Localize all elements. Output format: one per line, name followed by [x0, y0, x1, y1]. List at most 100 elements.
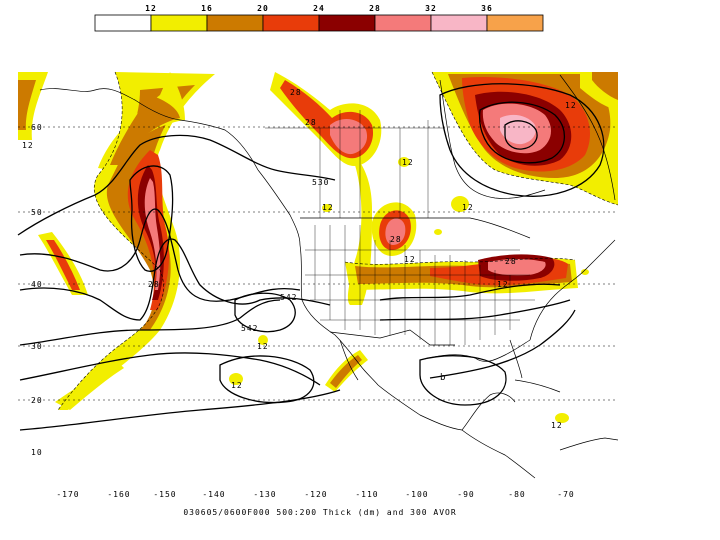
- contour-subtropical-2: [19, 352, 321, 386]
- longitude-label: -120: [304, 490, 327, 499]
- contour-label: 12: [322, 203, 334, 212]
- longitude-label: -150: [153, 490, 176, 499]
- dash-pacific-trough: [57, 71, 164, 411]
- shade-west-red: [46, 240, 80, 290]
- shade-prairie-pink: [385, 218, 406, 245]
- longitude-label: -70: [557, 490, 574, 499]
- latitude-label: 50: [31, 208, 43, 217]
- longitude-label: -90: [457, 490, 474, 499]
- contour-central-loop: [234, 292, 296, 333]
- shade-dashed-edges: [57, 71, 619, 411]
- colorbar-tick-label: 20: [257, 4, 269, 13]
- contour-label: 28: [390, 235, 402, 244]
- contour-label: 542: [241, 324, 258, 333]
- admin-borders: [265, 110, 535, 345]
- thickness-contours: [17, 83, 605, 431]
- border-canada-us: [300, 217, 531, 239]
- shade-blob-alberta: [322, 204, 332, 212]
- contour-east-1: [379, 283, 561, 301]
- shade-yukon-pink: [330, 118, 368, 155]
- contour-south-loop: [219, 355, 315, 404]
- shade-baja-orange: [330, 355, 362, 388]
- contour-value-labels: 12 12 12 12 12 12 12 12 12 12 530 542 54…: [22, 88, 577, 430]
- shade-great-lakes-pink: [488, 259, 546, 276]
- coastlines: [39, 74, 619, 479]
- latitude-label: 10: [31, 448, 43, 457]
- colorbar-tick-label: 16: [201, 4, 213, 13]
- colorbar-tick-label: 32: [425, 4, 437, 13]
- longitude-label: -100: [405, 490, 428, 499]
- contour-label: 12: [402, 158, 414, 167]
- province-lines: [319, 110, 429, 218]
- contour-alaska-low: [129, 165, 174, 272]
- contour-label: 12: [565, 101, 577, 110]
- latitude-label: 30: [31, 342, 43, 351]
- contour-east-3: [429, 309, 576, 379]
- contour-label: 12: [551, 421, 563, 430]
- coastline-cuba: [514, 379, 561, 393]
- contour-vortex-core: [504, 120, 538, 150]
- shade-blob-pacific: [258, 335, 268, 345]
- latitude-label: 60: [31, 123, 43, 132]
- contour-subtropical-1: [19, 299, 281, 346]
- contour-vortex-inner: [478, 101, 566, 164]
- longitude-labels: -170 -160 -150 -140 -130 -120 -110 -100 -90 -80 -7…: [56, 490, 574, 499]
- coastline-labrador: [559, 74, 616, 201]
- coastline-south-america: [559, 437, 619, 451]
- colorbar-tick-label: 28: [369, 4, 381, 13]
- colorbar-swatch: [486, 14, 544, 32]
- shade-blob-ontario: [451, 196, 469, 212]
- state-lines-horizontal: [305, 249, 535, 321]
- latitude-label: 40: [31, 280, 43, 289]
- map-caption: 030605/0600F000 500:200 Thick (dm) and 3…: [183, 508, 457, 517]
- coastline-alaska: [39, 88, 259, 171]
- colorbar-boxes: [94, 14, 544, 32]
- longitude-label: -130: [253, 490, 276, 499]
- longitude-label: -80: [508, 490, 525, 499]
- contour-label: 12: [231, 381, 243, 390]
- latitude-gridlines: [18, 126, 618, 401]
- coastline-us-west: [299, 244, 379, 386]
- shade-east-edge-orange: [592, 72, 618, 100]
- contour-label: 12: [257, 342, 269, 351]
- contour-label: 12: [404, 255, 416, 264]
- shade-blob-hawaii: [229, 373, 243, 385]
- coastline-bc: [257, 169, 301, 246]
- vorticity-shading: [18, 72, 618, 423]
- contour-trough-2: [19, 238, 331, 321]
- contour-label: 28: [305, 118, 317, 127]
- shade-blob-manitoba: [434, 229, 442, 235]
- contour-label: 12: [497, 280, 509, 289]
- longitude-label: -140: [202, 490, 225, 499]
- border-us-mexico: [329, 329, 455, 346]
- colorbar-tick-label: 24: [313, 4, 325, 13]
- shade-edge-orange: [18, 80, 36, 130]
- contour-label: 542: [280, 293, 297, 302]
- coastline-east: [529, 239, 616, 341]
- colorbar-legend: 12 16 20 24 28 32 36: [94, 4, 544, 32]
- latitude-labels: 60 50 40 30 20 10: [31, 123, 43, 457]
- colorbar-tick-label: 36: [481, 4, 493, 13]
- contour-north: [17, 134, 336, 236]
- contour-label: 530: [312, 178, 329, 187]
- pressure-symbol: b: [440, 373, 446, 383]
- contour-trough-1: [19, 208, 301, 302]
- colorbar-tick-label: 12: [145, 4, 157, 13]
- coastline-florida: [509, 339, 523, 379]
- colorbar-tick-labels: 12 16 20 24 28 32 36: [145, 4, 493, 13]
- contour-vortex-outer: [439, 83, 605, 197]
- dash-quebec: [431, 71, 619, 206]
- contour-label: 28: [148, 280, 160, 289]
- longitude-label: -160: [107, 490, 130, 499]
- coastline-central-america: [461, 429, 536, 479]
- shade-blob-ny: [581, 269, 589, 275]
- shade-blob-bc: [398, 157, 410, 167]
- contour-label: 12: [462, 203, 474, 212]
- coastline-gulf: [419, 339, 531, 362]
- contour-label: 12: [22, 141, 34, 150]
- coastline-hudson: [439, 79, 546, 199]
- contour-label: 28: [505, 257, 517, 266]
- longitude-label: -110: [355, 490, 378, 499]
- dash-northern-tier: [344, 257, 576, 265]
